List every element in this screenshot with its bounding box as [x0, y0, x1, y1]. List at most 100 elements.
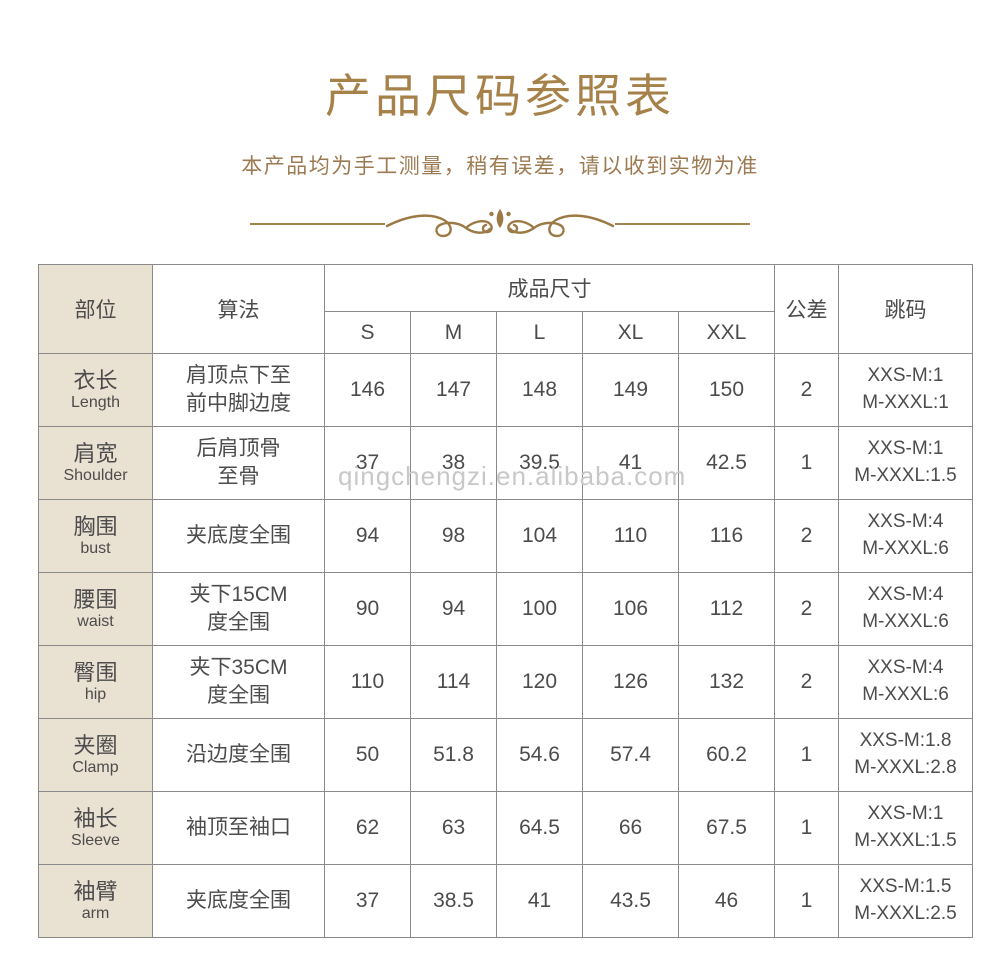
header-size-l: L: [496, 311, 583, 354]
page-subtitle: 本产品均为手工测量，稍有误差，请以收到实物为准: [241, 155, 759, 178]
part-name-en: Length: [71, 394, 120, 412]
method-line: 袖顶至袖口: [186, 815, 291, 839]
method-cell: 夹底度全围: [152, 499, 325, 573]
method-line: 夹底度全围: [186, 523, 291, 547]
size-value-xl: 43.5: [582, 864, 679, 938]
header-size-xl: XL: [582, 311, 679, 354]
method-line: 度全围: [207, 684, 270, 707]
part-name-cn: 胸围: [73, 514, 118, 540]
size-value-xxl: 42.5: [678, 426, 775, 500]
jump-line: XXS-M:4: [867, 511, 944, 533]
jump-line: M-XXXL:1: [862, 392, 949, 413]
jump-line: XXS-M:1: [867, 365, 944, 387]
header-tolerance: 公差: [774, 264, 839, 354]
header-size-s: S: [324, 311, 411, 354]
tolerance-value: 2: [774, 645, 839, 719]
table-row-waist: 腰围 waist 夹下15CM 度全围 90 94 100 106 112 2 …: [38, 572, 973, 646]
size-table: 部位 算法 成品尺寸 公差 跳码 S M L XL XXL 衣长 Length: [38, 264, 973, 938]
size-value-s: 37: [324, 864, 411, 938]
jump-line: XXS-M:1: [867, 438, 944, 460]
size-value-xl: 41: [582, 426, 679, 500]
method-cell: 后肩顶骨 至骨: [152, 426, 325, 500]
table-row-shoulder: 肩宽 Shoulder 后肩顶骨 至骨 37 38 39.5 41 42.5 1…: [38, 426, 973, 500]
table-row-clamp: 夹圈 Clamp 沿边度全围 50 51.8 54.6 57.4 60.2 1 …: [38, 718, 973, 792]
table-row-sleeve: 袖长 Sleeve 袖顶至袖口 62 63 64.5 66 67.5 1 XXS…: [38, 791, 973, 865]
table-row-bust: 胸围 bust 夹底度全围 94 98 104 110 116 2 XXS-M:…: [38, 499, 973, 573]
divider-line-left: [250, 223, 385, 225]
jump-line: M-XXXL:6: [862, 538, 949, 559]
jump-line: M-XXXL:1.5: [854, 830, 957, 851]
method-line: 至骨: [217, 465, 260, 488]
size-value-xl: 106: [582, 572, 679, 646]
size-value-m: 38: [410, 426, 497, 500]
tolerance-value: 2: [774, 499, 839, 573]
method-cell: 沿边度全围: [152, 718, 325, 792]
size-value-s: 94: [324, 499, 411, 573]
size-jump-cell: XXS-M:1 M-XXXL:1.5: [838, 426, 973, 500]
size-value-xl: 126: [582, 645, 679, 719]
size-value-m: 94: [410, 572, 497, 646]
part-name-cn: 袖长: [73, 806, 118, 832]
size-jump-cell: XXS-M:4 M-XXXL:6: [838, 645, 973, 719]
method-line: 夹下35CM: [189, 655, 288, 679]
method-cell: 夹底度全围: [152, 864, 325, 938]
method-line: 度全围: [207, 611, 270, 634]
size-value-xl: 149: [582, 353, 679, 427]
size-value-xl: 110: [582, 499, 679, 573]
jump-line: M-XXXL:1.5: [854, 465, 957, 486]
size-value-l: 39.5: [496, 426, 583, 500]
size-value-s: 37: [324, 426, 411, 500]
size-value-xxl: 112: [678, 572, 775, 646]
tolerance-value: 1: [774, 791, 839, 865]
method-line: 肩顶点下至: [186, 363, 291, 387]
part-name-en: bust: [80, 540, 111, 558]
table-row-arm: 袖臂 arm 夹底度全围 37 38.5 41 43.5 46 1 XXS-M:…: [38, 864, 973, 938]
part-name-en: Shoulder: [63, 467, 128, 485]
method-line: 后肩顶骨: [196, 436, 281, 460]
size-value-m: 147: [410, 353, 497, 427]
size-value-l: 64.5: [496, 791, 583, 865]
size-jump-cell: XXS-M:4 M-XXXL:6: [838, 572, 973, 646]
part-cell: 衣长 Length: [38, 353, 153, 427]
jump-line: XXS-M:4: [867, 657, 944, 679]
method-cell: 袖顶至袖口: [152, 791, 325, 865]
jump-line: M-XXXL:6: [862, 611, 949, 632]
part-name-cn: 衣长: [73, 368, 118, 394]
part-cell: 袖长 Sleeve: [38, 791, 153, 865]
table-row-hip: 臀围 hip 夹下35CM 度全围 110 114 120 126 132 2 …: [38, 645, 973, 719]
part-name-en: arm: [81, 905, 110, 923]
size-value-s: 110: [324, 645, 411, 719]
header-finished-size: 成品尺寸: [324, 264, 775, 312]
flourish-icon: [385, 209, 615, 238]
jump-line: XXS-M:1.8: [859, 730, 952, 752]
size-value-xl: 57.4: [582, 718, 679, 792]
decorative-divider: [250, 204, 750, 244]
size-value-m: 51.8: [410, 718, 497, 792]
size-value-s: 50: [324, 718, 411, 792]
part-name-en: Sleeve: [71, 832, 120, 850]
part-name-cn: 夹圈: [73, 733, 118, 759]
header-method: 算法: [152, 264, 325, 354]
method-line: 前中脚边度: [186, 392, 291, 415]
size-table-container: 部位 算法 成品尺寸 公差 跳码 S M L XL XXL 衣长 Length: [38, 264, 1000, 938]
tolerance-value: 1: [774, 864, 839, 938]
method-cell: 夹下35CM 度全围: [152, 645, 325, 719]
jump-line: XXS-M:1.5: [859, 876, 952, 898]
jump-line: M-XXXL:2.8: [854, 757, 957, 778]
part-name-cn: 臀围: [73, 660, 118, 686]
method-line: 沿边度全围: [186, 742, 291, 766]
size-value-l: 148: [496, 353, 583, 427]
size-value-m: 38.5: [410, 864, 497, 938]
size-value-xxl: 132: [678, 645, 775, 719]
part-cell: 夹圈 Clamp: [38, 718, 153, 792]
size-value-m: 63: [410, 791, 497, 865]
tolerance-value: 1: [774, 718, 839, 792]
method-line: 夹下15CM: [189, 582, 288, 606]
part-name-en: hip: [84, 686, 107, 704]
size-value-xxl: 116: [678, 499, 775, 573]
part-cell: 肩宽 Shoulder: [38, 426, 153, 500]
method-cell: 肩顶点下至 前中脚边度: [152, 353, 325, 427]
tolerance-value: 1: [774, 426, 839, 500]
header-size-m: M: [410, 311, 497, 354]
page-title: 产品尺码参照表: [325, 70, 675, 122]
